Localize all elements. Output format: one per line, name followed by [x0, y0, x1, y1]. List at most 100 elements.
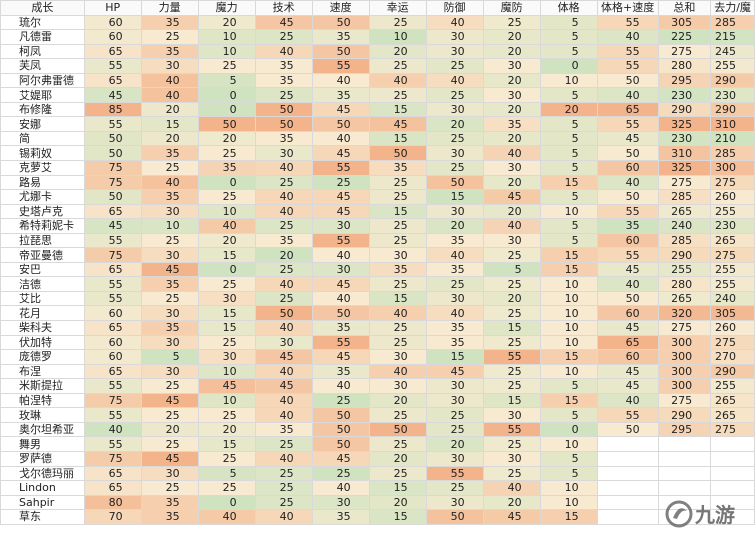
- stat-cell[interactable]: 300: [657, 349, 712, 365]
- stat-cell[interactable]: 55: [83, 407, 142, 423]
- stat-cell[interactable]: 40: [482, 145, 541, 162]
- stat-cell[interactable]: 0: [197, 494, 256, 511]
- stat-cell[interactable]: 50: [311, 305, 370, 322]
- stat-cell[interactable]: 25: [368, 232, 427, 249]
- stat-cell[interactable]: 5: [539, 218, 598, 234]
- stat-cell[interactable]: 260: [710, 189, 755, 205]
- character-name-cell[interactable]: 艾媞耶: [0, 87, 85, 103]
- stat-cell[interactable]: 20: [482, 174, 541, 191]
- stat-cell[interactable]: 60: [83, 334, 142, 351]
- stat-cell[interactable]: 30: [482, 407, 541, 423]
- stat-cell[interactable]: 45: [83, 218, 142, 234]
- stat-cell[interactable]: 15: [539, 349, 598, 365]
- stat-cell[interactable]: 70: [83, 509, 142, 525]
- stat-cell[interactable]: 0: [539, 421, 598, 438]
- stat-cell[interactable]: 45: [140, 392, 199, 409]
- stat-cell[interactable]: 75: [83, 392, 142, 409]
- stat-cell[interactable]: 5: [197, 72, 256, 89]
- stat-cell[interactable]: 55: [83, 116, 142, 132]
- stat-cell[interactable]: 15: [539, 392, 598, 409]
- column-header[interactable]: 魔防: [482, 0, 541, 16]
- stat-cell[interactable]: 320: [657, 305, 712, 322]
- stat-cell[interactable]: 40: [311, 247, 370, 263]
- stat-cell[interactable]: 65: [83, 363, 142, 380]
- stat-cell[interactable]: 40: [311, 378, 370, 394]
- stat-cell[interactable]: 85: [83, 101, 142, 118]
- stat-cell[interactable]: 55: [311, 160, 370, 176]
- stat-cell[interactable]: 40: [425, 72, 484, 89]
- stat-cell[interactable]: 50: [596, 145, 659, 162]
- stat-cell[interactable]: 5: [539, 407, 598, 423]
- stat-cell[interactable]: 15: [197, 320, 256, 336]
- stat-cell[interactable]: 5: [539, 378, 598, 394]
- stat-cell[interactable]: 35: [140, 189, 199, 205]
- stat-cell[interactable]: 245: [710, 43, 755, 60]
- stat-cell[interactable]: 25: [482, 276, 541, 292]
- stat-cell[interactable]: 60: [83, 14, 142, 31]
- stat-cell[interactable]: [710, 509, 755, 525]
- stat-cell[interactable]: 40: [368, 72, 427, 89]
- stat-cell[interactable]: 45: [596, 261, 659, 278]
- stat-cell[interactable]: [596, 436, 659, 452]
- stat-cell[interactable]: 280: [657, 58, 712, 74]
- stat-cell[interactable]: 5: [539, 232, 598, 249]
- stat-cell[interactable]: 40: [368, 305, 427, 322]
- stat-cell[interactable]: 15: [197, 436, 256, 452]
- stat-cell[interactable]: 40: [482, 218, 541, 234]
- character-name-cell[interactable]: 希特莉妮卡: [0, 218, 85, 234]
- stat-cell[interactable]: 40: [254, 160, 313, 176]
- stat-cell[interactable]: 285: [657, 189, 712, 205]
- stat-cell[interactable]: 20: [482, 29, 541, 45]
- stat-cell[interactable]: [596, 480, 659, 496]
- stat-cell[interactable]: 40: [140, 174, 199, 191]
- stat-cell[interactable]: 300: [657, 363, 712, 380]
- stat-cell[interactable]: 5: [482, 261, 541, 278]
- stat-cell[interactable]: 20: [482, 72, 541, 89]
- stat-cell[interactable]: 15: [539, 261, 598, 278]
- stat-cell[interactable]: [710, 480, 755, 496]
- stat-cell[interactable]: 300: [657, 378, 712, 394]
- stat-cell[interactable]: 25: [482, 378, 541, 394]
- stat-cell[interactable]: 15: [425, 349, 484, 365]
- stat-cell[interactable]: 300: [710, 160, 755, 176]
- character-name-cell[interactable]: 芙凤: [0, 58, 85, 74]
- stat-cell[interactable]: 265: [710, 407, 755, 423]
- stat-cell[interactable]: 10: [539, 436, 598, 452]
- character-name-cell[interactable]: 庞德罗: [0, 349, 85, 365]
- stat-cell[interactable]: 30: [425, 203, 484, 220]
- stat-cell[interactable]: [596, 509, 659, 525]
- stat-cell[interactable]: 25: [482, 363, 541, 380]
- stat-cell[interactable]: 25: [140, 480, 199, 496]
- character-name-cell[interactable]: 罗萨德: [0, 450, 85, 467]
- stat-cell[interactable]: 50: [596, 189, 659, 205]
- stat-cell[interactable]: 285: [710, 145, 755, 162]
- stat-cell[interactable]: 20: [368, 494, 427, 511]
- stat-cell[interactable]: 50: [311, 407, 370, 423]
- stat-cell[interactable]: 10: [197, 363, 256, 380]
- stat-cell[interactable]: 300: [657, 334, 712, 351]
- stat-cell[interactable]: 295: [657, 72, 712, 89]
- stat-cell[interactable]: 40: [311, 72, 370, 89]
- stat-cell[interactable]: [657, 465, 712, 482]
- stat-cell[interactable]: 15: [368, 101, 427, 118]
- stat-cell[interactable]: 40: [254, 450, 313, 467]
- stat-cell[interactable]: 25: [482, 305, 541, 322]
- stat-cell[interactable]: 75: [83, 247, 142, 263]
- stat-cell[interactable]: 20: [482, 290, 541, 307]
- stat-cell[interactable]: 25: [368, 14, 427, 31]
- stat-cell[interactable]: 25: [140, 436, 199, 452]
- stat-cell[interactable]: [596, 450, 659, 467]
- stat-cell[interactable]: 65: [83, 43, 142, 60]
- stat-cell[interactable]: 50: [596, 72, 659, 89]
- character-name-cell[interactable]: 柯凤: [0, 43, 85, 60]
- stat-cell[interactable]: 40: [83, 421, 142, 438]
- stat-cell[interactable]: 45: [140, 261, 199, 278]
- stat-cell[interactable]: 25: [368, 174, 427, 191]
- stat-cell[interactable]: 30: [140, 305, 199, 322]
- stat-cell[interactable]: 55: [425, 465, 484, 482]
- stat-cell[interactable]: 45: [254, 14, 313, 31]
- stat-cell[interactable]: 25: [254, 436, 313, 452]
- column-header[interactable]: 力量: [140, 0, 199, 16]
- character-name-cell[interactable]: 凡德雷: [0, 29, 85, 45]
- character-name-cell[interactable]: 艾比: [0, 290, 85, 307]
